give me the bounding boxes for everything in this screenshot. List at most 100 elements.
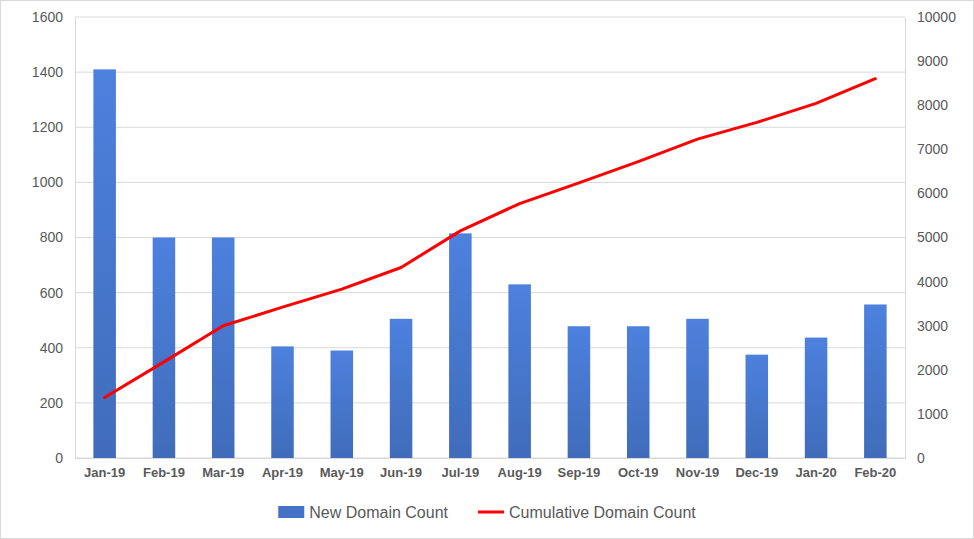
bar	[746, 355, 769, 458]
bar	[449, 233, 472, 458]
tick: 5000	[905, 229, 948, 245]
tick: 2000	[905, 362, 948, 378]
grid	[75, 17, 905, 458]
tick: 8000	[905, 97, 948, 113]
bar	[627, 326, 650, 458]
grid-line	[75, 182, 905, 183]
tick: Feb-20	[854, 458, 896, 480]
tick: Nov-19	[676, 458, 719, 480]
grid-line	[75, 292, 905, 293]
grid-line	[75, 402, 905, 403]
tick: Jun-19	[380, 458, 422, 480]
bar	[331, 351, 354, 458]
tick: Aug-19	[498, 458, 542, 480]
bar	[212, 238, 235, 459]
bar	[864, 304, 887, 458]
tick: 1400	[32, 64, 75, 80]
tick-label: Jun-19	[380, 465, 422, 480]
x-axis: Jan-19 Feb-19 Mar-19 Apr-19 May-19 Jun-19 Jul-…	[76, 458, 906, 480]
tick: 1000	[32, 174, 75, 190]
tick: 200	[40, 395, 75, 411]
bar	[568, 326, 591, 458]
tick-label: Feb-19	[143, 465, 185, 480]
tick-label: 5000	[917, 229, 948, 245]
chart-border	[1, 1, 974, 539]
bar	[271, 346, 294, 458]
tick-label: 0	[55, 450, 63, 466]
bar	[390, 319, 413, 458]
grid-line	[75, 127, 905, 128]
tick: 1000	[905, 406, 948, 422]
legend-item: New Domain Count	[278, 504, 448, 521]
tick-label: Apr-19	[262, 465, 303, 480]
tick-label: 800	[40, 229, 64, 245]
bar	[805, 338, 828, 458]
tick-label: 1000	[32, 174, 63, 190]
tick: 3000	[905, 318, 948, 334]
tick-label: Jul-19	[442, 465, 480, 480]
tick-label: 2000	[917, 362, 948, 378]
bar	[93, 69, 116, 458]
bar	[508, 284, 531, 458]
legend-label: Cumulative Domain Count	[509, 504, 696, 521]
grid-line	[75, 458, 905, 459]
tick: 10000	[905, 9, 956, 25]
tick-label: 400	[40, 340, 64, 356]
axis-line	[75, 18, 76, 459]
tick-label: 9000	[917, 53, 948, 69]
tick-label: Nov-19	[676, 465, 719, 480]
tick: 600	[40, 285, 75, 301]
bar	[153, 238, 176, 459]
tick-label: May-19	[320, 465, 364, 480]
tick-label: Sep-19	[558, 465, 601, 480]
tick-label: 8000	[917, 97, 948, 113]
tick-label: 1600	[32, 9, 63, 25]
tick-label: Feb-20	[854, 465, 896, 480]
grid-line	[75, 17, 905, 18]
tick: Jan-20	[795, 458, 836, 480]
legend: New Domain Count Cumulative Domain Count	[278, 504, 696, 521]
tick: 9000	[905, 53, 948, 69]
tick-label: 600	[40, 285, 64, 301]
tick-label: 200	[40, 395, 64, 411]
legend-swatch	[278, 506, 304, 518]
tick-label: Mar-19	[202, 465, 244, 480]
tick-label: 3000	[917, 318, 948, 334]
tick: 800	[40, 229, 75, 245]
axis-line	[905, 18, 906, 459]
tick: Mar-19	[202, 458, 244, 480]
tick-label: Jan-20	[795, 465, 836, 480]
tick: Apr-19	[262, 458, 303, 480]
tick-label: 7000	[917, 141, 948, 157]
tick: 1600	[32, 9, 75, 25]
tick-label: 1200	[32, 119, 63, 135]
line	[105, 79, 876, 398]
tick: May-19	[320, 458, 364, 480]
tick-label: 10000	[917, 9, 956, 25]
tick-label: 4000	[917, 274, 948, 290]
tick: Oct-19	[618, 458, 658, 480]
tick: 1200	[32, 119, 75, 135]
plot-area	[93, 69, 886, 458]
grid-line	[75, 72, 905, 73]
bar	[686, 319, 709, 458]
tick: Jan-19	[84, 458, 125, 480]
tick: 0	[905, 450, 925, 466]
chart: 0 200 400 600 800 1000 1200 1400 1600 0 1000 2000 30…	[0, 0, 974, 539]
tick-label: 6000	[917, 185, 948, 201]
tick-label: 1400	[32, 64, 63, 80]
tick-label: Jan-19	[84, 465, 125, 480]
legend-swatch	[478, 511, 504, 514]
tick: 6000	[905, 185, 948, 201]
grid-line	[75, 237, 905, 238]
tick-label: Oct-19	[618, 465, 658, 480]
legend-item: Cumulative Domain Count	[478, 504, 696, 521]
tick: Feb-19	[143, 458, 185, 480]
tick: Dec-19	[735, 458, 778, 480]
tick: Sep-19	[558, 458, 601, 480]
tick-label: 1000	[917, 406, 948, 422]
axis-line	[76, 458, 906, 459]
tick: Jul-19	[442, 458, 480, 480]
legend-label: New Domain Count	[309, 504, 448, 521]
tick-label: 0	[917, 450, 925, 466]
